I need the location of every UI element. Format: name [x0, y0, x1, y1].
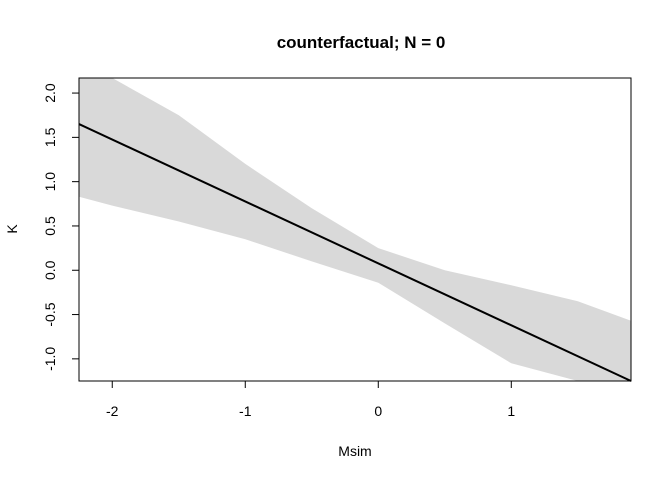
x-axis: -2 -1 0 1: [106, 380, 515, 419]
y-tick-label: 1.5: [42, 127, 58, 147]
y-tick-label: 0.0: [42, 260, 58, 280]
chart-title: counterfactual; N = 0: [277, 33, 446, 52]
y-axis-label: K: [4, 224, 20, 234]
x-tick-label: 1: [507, 403, 515, 419]
x-tick-label: -1: [239, 403, 252, 419]
y-tick-label: -0.5: [42, 302, 58, 326]
x-tick-label: 0: [374, 403, 382, 419]
x-tick-label: -2: [106, 403, 119, 419]
x-axis-label: Msim: [338, 443, 371, 459]
series-line: [78, 123, 632, 382]
y-tick-label: 2.0: [42, 83, 58, 103]
y-tick-label: 1.0: [42, 172, 58, 192]
y-tick-label: -1.0: [42, 347, 58, 371]
y-tick-label: 0.5: [42, 216, 58, 236]
interval-band: [79, 78, 631, 381]
y-axis: -1.0 -0.5 0.0 0.5 1.0 1.5 2.0: [42, 83, 80, 371]
